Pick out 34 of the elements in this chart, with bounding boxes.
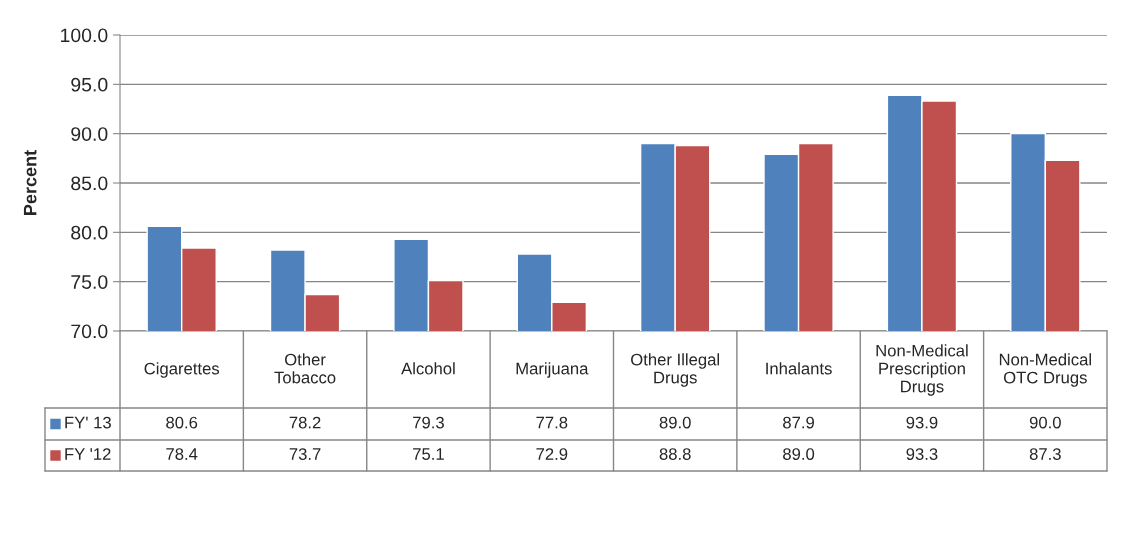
x-tick-label: Other Tobacco bbox=[274, 353, 336, 384]
x-tick-label: Alcohol bbox=[401, 362, 455, 375]
y-axis-title: Percent bbox=[23, 150, 37, 215]
data-label: 79.3 bbox=[413, 416, 444, 429]
y-tick-label: 90.0 bbox=[71, 127, 108, 141]
x-tick-label: Marijuana bbox=[516, 362, 589, 378]
x-tick-label: Other Illegal Drugs bbox=[631, 353, 720, 387]
legend-label: FY '12 bbox=[65, 448, 111, 460]
y-tick-label: 95.0 bbox=[71, 77, 108, 92]
data-label: 89.0 bbox=[659, 416, 691, 429]
data-label: 72.9 bbox=[536, 448, 568, 460]
data-label: 77.8 bbox=[536, 416, 568, 429]
data-label: 80.6 bbox=[166, 416, 198, 429]
legend-label: FY' 13 bbox=[65, 416, 111, 429]
data-label: 87.3 bbox=[1029, 448, 1061, 460]
data-label: 93.9 bbox=[906, 416, 938, 429]
data-label: 78.2 bbox=[289, 416, 321, 429]
data-label: 89.0 bbox=[783, 448, 815, 460]
x-tick-label: Non-Medical OTC Drugs bbox=[999, 353, 1091, 387]
y-tick-label: 85.0 bbox=[71, 176, 108, 191]
x-tick-label: Inhalants bbox=[766, 362, 832, 375]
x-tick-label: Cigarettes bbox=[144, 362, 220, 378]
y-tick-label: 80.0 bbox=[71, 225, 108, 240]
data-label: 75.1 bbox=[413, 448, 444, 460]
data-label: 87.9 bbox=[783, 416, 814, 429]
y-tick-label: 75.0 bbox=[71, 275, 108, 289]
data-label: 78.4 bbox=[166, 448, 198, 460]
data-label: 88.8 bbox=[659, 448, 691, 460]
data-label: 90.0 bbox=[1029, 416, 1061, 429]
y-tick-label: 100.0 bbox=[61, 28, 108, 43]
data-label: 93.3 bbox=[906, 448, 938, 460]
data-label: 73.7 bbox=[289, 448, 321, 460]
x-tick-label: Non-Medical Prescription Drugs bbox=[876, 344, 968, 396]
y-tick-label: 70.0 bbox=[71, 324, 108, 339]
